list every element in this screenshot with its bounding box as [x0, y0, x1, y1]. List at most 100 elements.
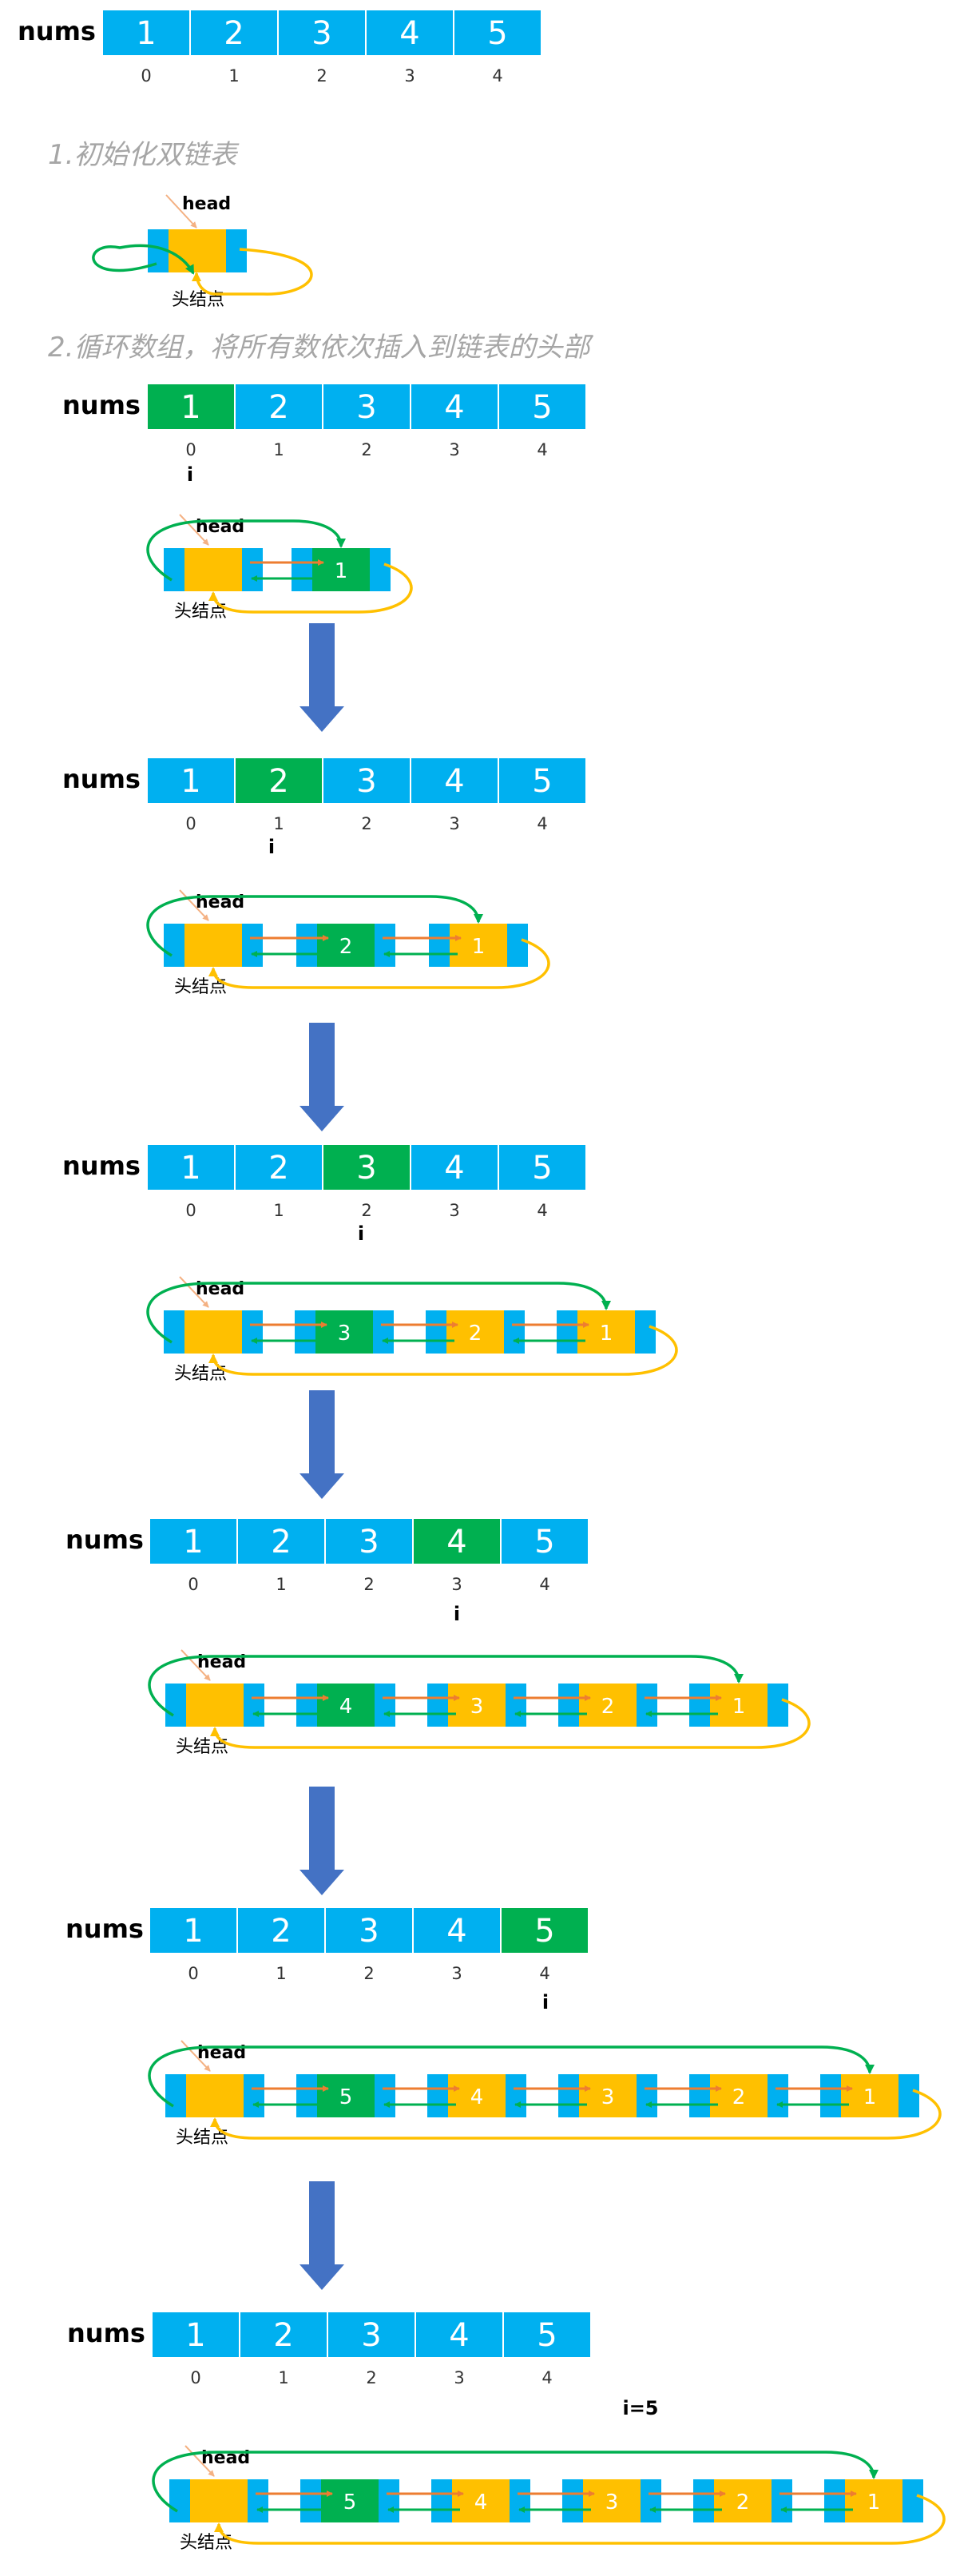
- node-next-field: [637, 1684, 657, 1727]
- head-pointer: [180, 1649, 211, 1681]
- array-value: 2: [268, 763, 288, 800]
- node-value-field: [315, 1310, 373, 1354]
- array-value: 4: [446, 1524, 466, 1560]
- index-marker: i=5: [622, 2397, 658, 2419]
- node-value-field: [579, 1684, 637, 1727]
- node-prev-field: [689, 2074, 710, 2117]
- array-value: 1: [180, 1150, 200, 1187]
- node-next-field: [242, 924, 263, 967]
- circular-prev-arc: [148, 1655, 744, 1717]
- array-value: 5: [532, 389, 552, 426]
- array-index: 2: [363, 1964, 374, 1983]
- node-prev-field: [824, 2479, 845, 2522]
- node-value-field: [190, 2479, 248, 2522]
- node-value: 2: [736, 2491, 750, 2514]
- array-cell: [149, 1906, 238, 1954]
- node-value-field: [317, 2074, 375, 2117]
- array-index: 3: [449, 1201, 459, 1220]
- array-index: 2: [361, 1201, 371, 1220]
- array-value: 4: [446, 1913, 466, 1950]
- node-value: 1: [600, 1322, 613, 1346]
- array-index: 0: [185, 1201, 196, 1220]
- array-index: 1: [276, 1964, 286, 1983]
- node-value: 1: [867, 2491, 881, 2514]
- array-value: 4: [444, 1150, 464, 1187]
- circular-prev-arc: [146, 1282, 611, 1344]
- array-value: 5: [532, 1150, 552, 1187]
- array-cell: [146, 383, 236, 431]
- head-pointer: [180, 2040, 211, 2072]
- node-value: 1: [732, 1695, 746, 1719]
- array-value: 2: [273, 2317, 293, 2354]
- head-pointer: [179, 889, 209, 921]
- node-value-field: [448, 1684, 506, 1727]
- array-index: 3: [454, 2368, 464, 2387]
- array-cell: [277, 9, 367, 57]
- array-index: 2: [366, 2368, 376, 2387]
- node-prev-field: [164, 1310, 184, 1354]
- circular-next-arc: [210, 2089, 942, 2140]
- node-value-field: [845, 2479, 902, 2522]
- node-value: 3: [605, 2491, 619, 2514]
- node-prev-field: [296, 2074, 317, 2117]
- node-value: 2: [732, 2085, 746, 2109]
- nums-label: nums: [62, 1151, 141, 1181]
- array-cell: [146, 757, 236, 805]
- array-value: 3: [356, 389, 376, 426]
- array-cell: [327, 2311, 416, 2359]
- down-arrow: [299, 1390, 344, 1499]
- array-index: 0: [188, 1575, 198, 1594]
- node-value-field: [317, 924, 375, 967]
- node-prev-field: [426, 1310, 446, 1354]
- node-value-field: [184, 1310, 242, 1354]
- array-index: 2: [316, 66, 327, 85]
- array-cell: [149, 1517, 238, 1565]
- head-pointer: [179, 1276, 209, 1308]
- node-value-field: [583, 2479, 641, 2522]
- node-prev-field: [557, 1310, 577, 1354]
- array-value: 4: [444, 389, 464, 426]
- node-next-field: [506, 2074, 526, 2117]
- node-value: 5: [343, 2491, 357, 2514]
- node-value-field: [841, 2074, 898, 2117]
- array-cell: [234, 383, 323, 431]
- array-value: 4: [444, 763, 464, 800]
- node-prev-field: [296, 924, 317, 967]
- node-next-field: [370, 548, 391, 591]
- node-prev-field: [165, 2074, 186, 2117]
- self-next-arc: [192, 248, 313, 296]
- node-next-field: [635, 1310, 656, 1354]
- array-index: 4: [539, 1575, 549, 1594]
- down-arrow: [299, 623, 344, 732]
- node-value: 2: [601, 1695, 615, 1719]
- array-cell: [453, 9, 542, 57]
- node-value-field: [448, 2074, 506, 2117]
- node-next-field: [375, 924, 395, 967]
- array-value: 3: [361, 2317, 381, 2354]
- nums-label: nums: [67, 2318, 145, 2348]
- node-next-field: [641, 2479, 661, 2522]
- node-next-field: [507, 924, 528, 967]
- node-value-field: [169, 229, 226, 272]
- array-cell: [234, 1143, 323, 1191]
- node-value-field: [321, 2479, 379, 2522]
- array-index: 1: [276, 1575, 286, 1594]
- node-next-field: [242, 1310, 263, 1354]
- circular-next-arc: [208, 1325, 678, 1376]
- circular-next-arc: [208, 563, 413, 614]
- array-index: 0: [185, 814, 196, 833]
- array-index: 4: [492, 66, 502, 85]
- array-index: 1: [273, 814, 284, 833]
- array-cell: [322, 757, 411, 805]
- node-value: 4: [339, 1695, 353, 1719]
- array-index: 4: [537, 1201, 547, 1220]
- array-value: 1: [185, 2317, 205, 2354]
- node-prev-field: [292, 548, 312, 591]
- node-next-field: [244, 2074, 264, 2117]
- node-value-field: [186, 2074, 244, 2117]
- node-next-field: [768, 1684, 788, 1727]
- array-index: 3: [449, 814, 459, 833]
